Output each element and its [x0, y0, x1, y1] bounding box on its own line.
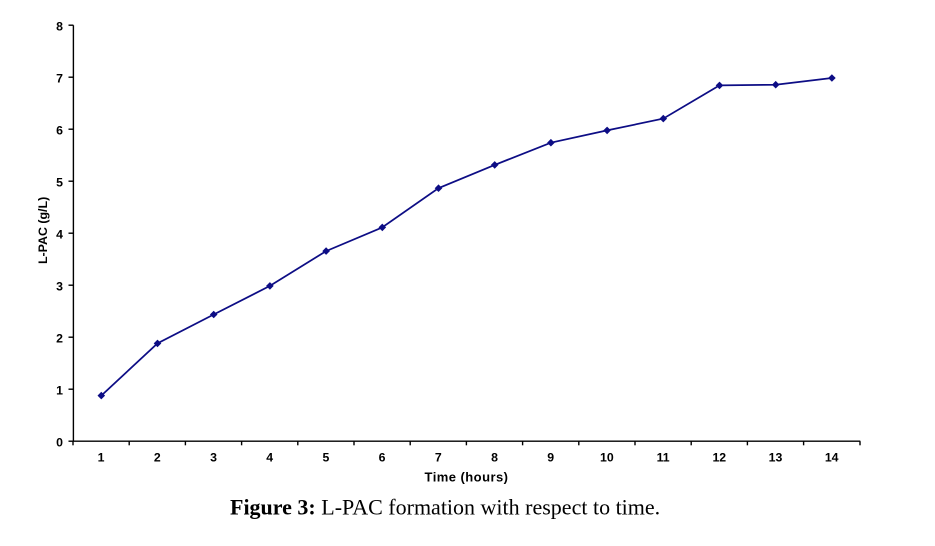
svg-text:6: 6: [56, 124, 63, 138]
svg-text:1: 1: [56, 384, 63, 398]
svg-text:8: 8: [56, 20, 63, 34]
svg-text:7: 7: [56, 72, 63, 86]
svg-text:4: 4: [56, 228, 63, 242]
svg-text:10: 10: [600, 451, 614, 465]
svg-text:5: 5: [322, 451, 329, 465]
svg-text:13: 13: [769, 451, 783, 465]
svg-text:5: 5: [56, 176, 63, 190]
svg-text:2: 2: [154, 451, 161, 465]
svg-text:Time (hours): Time (hours): [425, 469, 509, 484]
svg-text:Figure 3: L-PAC formation with: Figure 3: L-PAC formation with respect t…: [230, 495, 660, 520]
svg-text:12: 12: [712, 451, 726, 465]
svg-text:2: 2: [56, 332, 63, 346]
svg-text:L-PAC (g/L): L-PAC (g/L): [36, 197, 50, 264]
svg-text:1: 1: [98, 451, 105, 465]
svg-text:14: 14: [825, 451, 839, 465]
svg-text:9: 9: [547, 451, 554, 465]
svg-text:0: 0: [56, 436, 63, 450]
svg-text:4: 4: [266, 451, 273, 465]
svg-text:6: 6: [379, 451, 386, 465]
svg-text:11: 11: [657, 451, 670, 465]
svg-text:7: 7: [435, 451, 442, 465]
svg-text:3: 3: [210, 451, 217, 465]
svg-text:3: 3: [56, 280, 63, 294]
svg-text:8: 8: [491, 451, 498, 465]
